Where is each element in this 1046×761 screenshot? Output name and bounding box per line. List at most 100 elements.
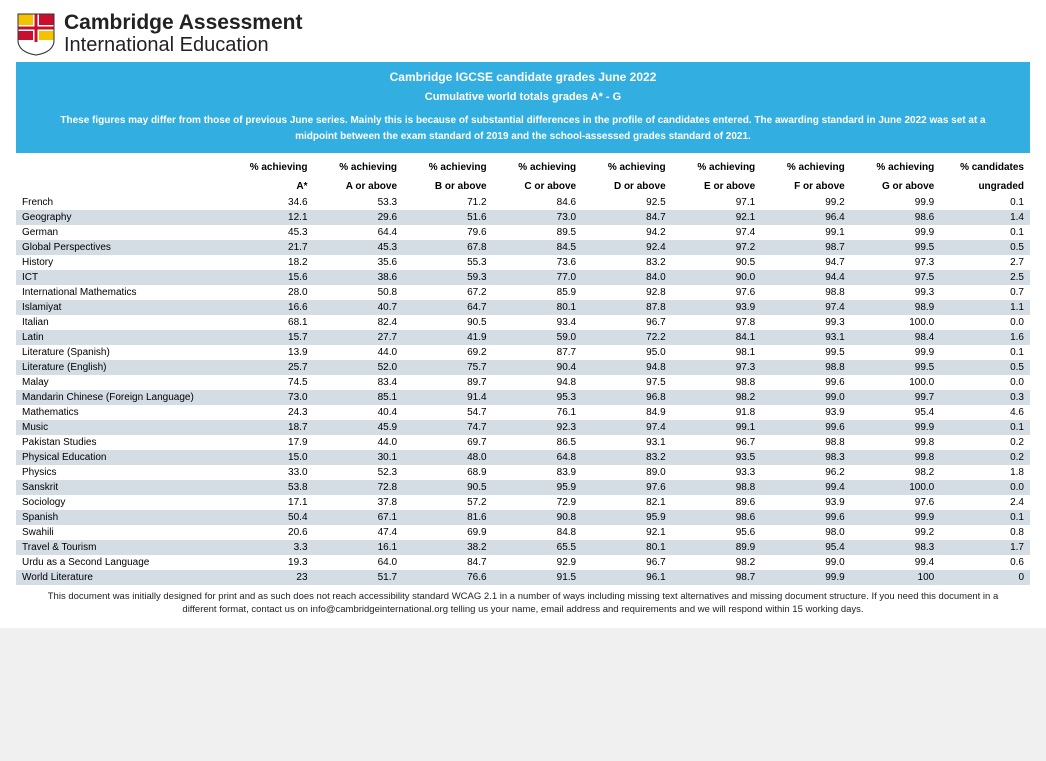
- value-cell: 82.1: [582, 495, 672, 510]
- value-cell: 82.4: [314, 315, 404, 330]
- value-cell: 93.3: [672, 465, 762, 480]
- value-cell: 86.5: [493, 435, 583, 450]
- value-cell: 69.7: [403, 435, 493, 450]
- value-cell: 94.7: [761, 255, 851, 270]
- value-cell: 74.5: [224, 375, 314, 390]
- value-cell: 95.4: [851, 405, 941, 420]
- value-cell: 100: [851, 570, 941, 585]
- value-cell: 89.6: [672, 495, 762, 510]
- value-cell: 0.8: [940, 525, 1030, 540]
- subject-cell: Islamiyat: [16, 300, 224, 315]
- value-cell: 2.7: [940, 255, 1030, 270]
- value-cell: 54.7: [403, 405, 493, 420]
- value-cell: 98.2: [851, 465, 941, 480]
- value-cell: 28.0: [224, 285, 314, 300]
- value-cell: 99.8: [851, 435, 941, 450]
- value-cell: 64.0: [314, 555, 404, 570]
- value-cell: 99.2: [761, 195, 851, 210]
- value-cell: 99.9: [761, 570, 851, 585]
- col-header-bottom: G or above: [851, 176, 941, 195]
- value-cell: 95.4: [761, 540, 851, 555]
- value-cell: 85.9: [493, 285, 583, 300]
- value-cell: 67.8: [403, 240, 493, 255]
- value-cell: 1.8: [940, 465, 1030, 480]
- value-cell: 51.6: [403, 210, 493, 225]
- subject-cell: Spanish: [16, 510, 224, 525]
- value-cell: 99.9: [851, 195, 941, 210]
- value-cell: 57.2: [403, 495, 493, 510]
- value-cell: 94.8: [582, 360, 672, 375]
- value-cell: 98.8: [761, 435, 851, 450]
- value-cell: 92.5: [582, 195, 672, 210]
- value-cell: 74.7: [403, 420, 493, 435]
- value-cell: 98.7: [761, 240, 851, 255]
- value-cell: 47.4: [314, 525, 404, 540]
- value-cell: 72.9: [493, 495, 583, 510]
- value-cell: 97.4: [582, 420, 672, 435]
- value-cell: 84.0: [582, 270, 672, 285]
- value-cell: 17.9: [224, 435, 314, 450]
- value-cell: 98.8: [761, 360, 851, 375]
- subject-cell: Physical Education: [16, 450, 224, 465]
- banner-note: These figures may differ from those of p…: [56, 113, 990, 145]
- col-header-top: % achieving: [851, 157, 941, 176]
- subject-cell: Italian: [16, 315, 224, 330]
- col-header-top: % candidates: [940, 157, 1030, 176]
- value-cell: 99.2: [851, 525, 941, 540]
- value-cell: 100.0: [851, 315, 941, 330]
- table-row: Sanskrit53.872.890.595.997.698.899.4100.…: [16, 480, 1030, 495]
- value-cell: 84.1: [672, 330, 762, 345]
- value-cell: 80.1: [493, 300, 583, 315]
- value-cell: 99.3: [761, 315, 851, 330]
- col-header-top: % achieving: [314, 157, 404, 176]
- table-row: History18.235.655.373.683.290.594.797.32…: [16, 255, 1030, 270]
- value-cell: 98.9: [851, 300, 941, 315]
- table-row: Sociology17.137.857.272.982.189.693.997.…: [16, 495, 1030, 510]
- value-cell: 98.1: [672, 345, 762, 360]
- value-cell: 15.6: [224, 270, 314, 285]
- value-cell: 45.3: [224, 225, 314, 240]
- value-cell: 80.1: [582, 540, 672, 555]
- value-cell: 59.0: [493, 330, 583, 345]
- value-cell: 53.8: [224, 480, 314, 495]
- logo-line2: International Education: [64, 35, 302, 56]
- table-row: Travel & Tourism3.316.138.265.580.189.99…: [16, 540, 1030, 555]
- value-cell: 97.3: [851, 255, 941, 270]
- table-row: ICT15.638.659.377.084.090.094.497.52.5: [16, 270, 1030, 285]
- value-cell: 0.1: [940, 225, 1030, 240]
- value-cell: 0.1: [940, 510, 1030, 525]
- col-header-bottom: ungraded: [940, 176, 1030, 195]
- value-cell: 15.0: [224, 450, 314, 465]
- table-row: Global Perspectives21.745.367.884.592.49…: [16, 240, 1030, 255]
- subject-cell: Mathematics: [16, 405, 224, 420]
- value-cell: 98.2: [672, 390, 762, 405]
- value-cell: 98.2: [672, 555, 762, 570]
- value-cell: 12.1: [224, 210, 314, 225]
- value-cell: 90.5: [672, 255, 762, 270]
- value-cell: 99.4: [851, 555, 941, 570]
- value-cell: 90.8: [493, 510, 583, 525]
- value-cell: 35.6: [314, 255, 404, 270]
- value-cell: 95.9: [582, 510, 672, 525]
- value-cell: 92.1: [672, 210, 762, 225]
- col-header-bottom: E or above: [672, 176, 762, 195]
- value-cell: 34.6: [224, 195, 314, 210]
- value-cell: 67.1: [314, 510, 404, 525]
- table-row: Geography12.129.651.673.084.792.196.498.…: [16, 210, 1030, 225]
- value-cell: 0.3: [940, 390, 1030, 405]
- col-header-bottom: A or above: [314, 176, 404, 195]
- value-cell: 1.7: [940, 540, 1030, 555]
- value-cell: 89.9: [672, 540, 762, 555]
- table-head: % achieving% achieving% achieving% achie…: [16, 157, 1030, 195]
- value-cell: 0.0: [940, 375, 1030, 390]
- value-cell: 99.7: [851, 390, 941, 405]
- value-cell: 99.0: [761, 390, 851, 405]
- value-cell: 64.4: [314, 225, 404, 240]
- table-row: Literature (English)25.752.075.790.494.8…: [16, 360, 1030, 375]
- value-cell: 97.1: [672, 195, 762, 210]
- value-cell: 0.1: [940, 195, 1030, 210]
- value-cell: 84.5: [493, 240, 583, 255]
- value-cell: 71.2: [403, 195, 493, 210]
- footnote: This document was initially designed for…: [16, 585, 1030, 621]
- value-cell: 16.6: [224, 300, 314, 315]
